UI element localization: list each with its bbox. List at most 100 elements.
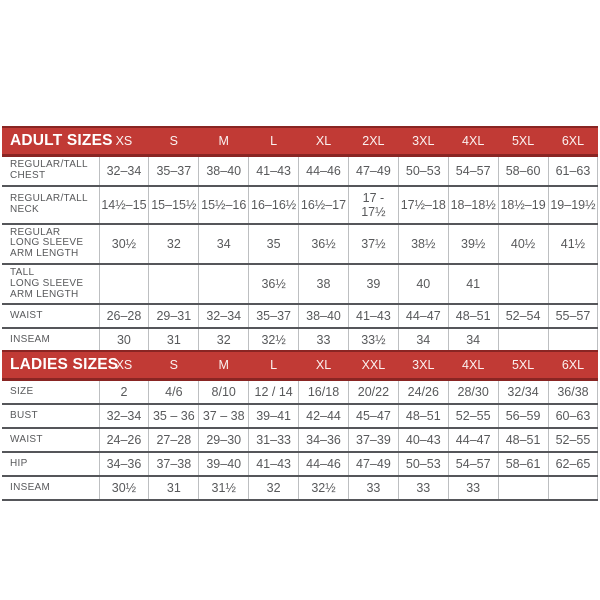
table-cell xyxy=(148,262,199,305)
table-cell: 45–47 xyxy=(347,403,399,428)
table-cell: 36½ xyxy=(248,262,299,305)
row-label: TALL LONG SLEEVE ARM LENGTH xyxy=(2,262,99,305)
row-label: BUST xyxy=(2,403,99,428)
table-row: TALL LONG SLEEVE ARM LENGTH 36½ 38 39 40 41 xyxy=(2,262,599,305)
table-cell: 31 xyxy=(148,475,199,501)
table-cell: 55–57 xyxy=(547,303,599,329)
table-cell: 38–40 xyxy=(198,154,249,186)
ladies-header-row: LADIES SIZES XS S M L XL XXL 3XL 4XL 5XL 6XL xyxy=(2,350,598,381)
table-cell: 20/22 xyxy=(347,378,399,404)
table-cell: 29–31 xyxy=(148,303,199,329)
table-cell: 12 / 14 xyxy=(248,378,299,404)
table-cell xyxy=(198,262,249,305)
table-cell: 30 xyxy=(98,327,149,354)
row-label: INSEAM xyxy=(2,475,99,501)
table-cell: 37 – 38 xyxy=(198,403,249,428)
table-row: INSEAM 30 31 32 32½ 33 33½ 34 34 xyxy=(2,327,599,354)
table-cell: 58–61 xyxy=(497,451,549,476)
table-cell: 34 xyxy=(198,222,249,264)
table-cell: 47–49 xyxy=(347,451,399,476)
row-label-line: WAIST xyxy=(10,433,43,445)
column-header-3xl: 3XL xyxy=(398,350,449,381)
table-cell xyxy=(98,262,149,305)
table-cell: 52–55 xyxy=(447,403,499,428)
table-cell: 34–36 xyxy=(98,451,149,476)
table-cell: 41–43 xyxy=(347,303,399,329)
table-cell xyxy=(497,327,549,354)
row-label-line: TALL xyxy=(10,266,35,278)
row-label: INSEAM xyxy=(2,327,99,354)
table-cell: 32/34 xyxy=(497,378,549,404)
table-cell: 30½ xyxy=(98,475,149,501)
row-label: REGULAR/TALL CHEST xyxy=(2,154,99,186)
table-row: REGULAR LONG SLEEVE ARM LENGTH 30½ 32 34 35 36½… xyxy=(2,222,599,264)
row-label-line: CHEST xyxy=(10,169,46,181)
table-cell: 54–57 xyxy=(447,154,499,186)
column-header-xl: XL xyxy=(298,350,349,381)
row-label: WAIST xyxy=(2,303,99,329)
table-cell: 33 xyxy=(298,327,349,354)
table-cell: 2 xyxy=(98,378,149,404)
row-label-line: REGULAR/TALL xyxy=(10,159,88,170)
table-cell: 48–51 xyxy=(447,303,499,329)
table-cell: 35–37 xyxy=(248,303,299,329)
table-cell: 32½ xyxy=(248,327,299,354)
table-cell: 16/18 xyxy=(298,378,349,404)
row-label-line: INSEAM xyxy=(10,481,51,493)
table-cell: 56–59 xyxy=(497,403,549,428)
column-header-5xl: 5XL xyxy=(498,350,549,381)
table-cell: 31–33 xyxy=(248,427,299,452)
table-cell: 15–15½ xyxy=(148,184,199,224)
row-label-line: INSEAM xyxy=(10,333,51,345)
column-header-l: L xyxy=(248,350,299,381)
table-cell: 41–43 xyxy=(248,154,299,186)
table-cell: 32 xyxy=(148,222,199,264)
row-label-line: WAIST xyxy=(10,309,43,321)
column-header-xs: XS xyxy=(99,126,149,157)
table-cell: 34–36 xyxy=(298,427,349,452)
table-row: INSEAM 30½ 31 31½ 32 32½ 33 33 33 xyxy=(2,475,599,501)
table-cell: 32 xyxy=(248,475,299,501)
table-cell: 33½ xyxy=(347,327,399,354)
table-cell: 61–63 xyxy=(547,154,599,186)
adult-table-body: REGULAR/TALL CHEST 32–34 35–37 38–40 41–43 44–… xyxy=(2,154,599,354)
table-cell: 44–46 xyxy=(298,451,349,476)
table-cell: 54–57 xyxy=(447,451,499,476)
table-cell: 16–16½ xyxy=(248,184,299,224)
adult-header-row: ADULT SIZES XS S M L XL 2XL 3XL 4XL 5XL 6XL xyxy=(2,126,598,157)
column-header-4xl: 4XL xyxy=(448,126,499,157)
table-row: REGULAR/TALL CHEST 32–34 35–37 38–40 41–43 44–… xyxy=(2,154,599,186)
column-header-4xl: 4XL xyxy=(448,350,499,381)
column-header-6xl: 6XL xyxy=(548,350,598,381)
row-label-line: REGULAR/TALL xyxy=(10,192,88,204)
table-cell: 48–51 xyxy=(397,403,449,428)
table-cell: 44–46 xyxy=(298,154,349,186)
table-cell: 58–60 xyxy=(497,154,549,186)
table-cell: 42–44 xyxy=(298,403,349,428)
table-cell: 29–30 xyxy=(198,427,249,452)
row-label-line: HIP xyxy=(10,457,28,469)
table-cell: 34 xyxy=(447,327,499,354)
table-cell: 15½–16 xyxy=(198,184,249,224)
table-row: BUST 32–34 35 – 36 37 – 38 39–41 42–44 45–47 48… xyxy=(2,403,599,428)
row-label-line: ARM LENGTH xyxy=(10,248,79,260)
table-cell: 38 xyxy=(298,262,349,305)
table-cell xyxy=(547,327,599,354)
table-cell: 39–41 xyxy=(248,403,299,428)
table-row: WAIST 26–28 29–31 32–34 35–37 38–40 41–43 44–47… xyxy=(2,303,599,329)
table-cell: 41½ xyxy=(547,222,599,264)
table-cell: 40½ xyxy=(497,222,549,264)
row-label: HIP xyxy=(2,451,99,476)
table-cell: 8/10 xyxy=(198,378,249,404)
table-cell: 40 xyxy=(397,262,449,305)
table-cell: 52–55 xyxy=(547,427,599,452)
row-label: REGULAR/TALL NECK xyxy=(2,184,99,224)
table-cell: 32–34 xyxy=(98,403,149,428)
table-cell: 33 xyxy=(397,475,449,501)
table-cell: 24–26 xyxy=(98,427,149,452)
table-cell: 28/30 xyxy=(447,378,499,404)
row-label-line: NECK xyxy=(10,203,39,215)
table-cell: 37–38 xyxy=(148,451,199,476)
column-header-5xl: 5XL xyxy=(498,126,549,157)
table-row: REGULAR/TALL NECK 14½–15 15–15½ 15½–16 16–16½… xyxy=(2,184,599,224)
